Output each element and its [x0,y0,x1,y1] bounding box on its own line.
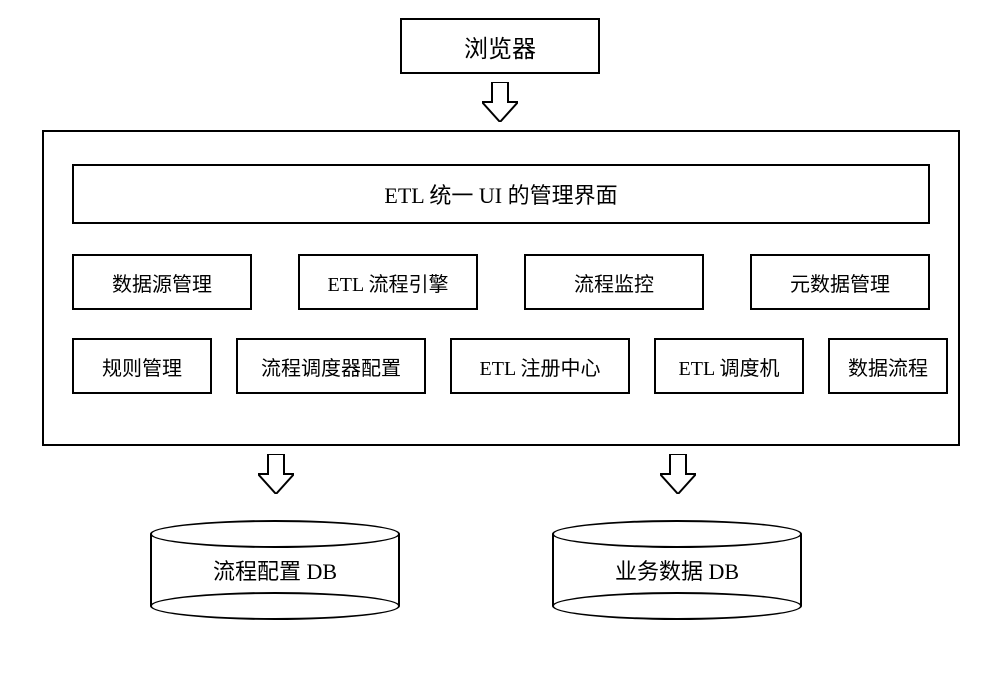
diagram-canvas: 浏览器 ETL 统一 UI 的管理界面 数据源管理 ETL 流程引擎 流程监控 … [0,0,1000,681]
node-label: 流程调度器配置 [261,352,401,381]
node-scheduler-config: 流程调度器配置 [236,338,426,394]
arrow-main-to-db-left [258,454,294,494]
node-etl-scheduler: ETL 调度机 [654,338,804,394]
node-db-right-label: 业务数据 DB [615,554,739,586]
node-label: 数据源管理 [112,268,212,297]
node-db-right: 业务数据 DB [552,520,802,620]
node-data-flow: 数据流程 [828,338,948,394]
node-label: 数据流程 [848,352,928,381]
node-browser-label: 浏览器 [464,29,536,64]
node-label: 流程监控 [574,268,654,297]
node-etl-registry: ETL 注册中心 [450,338,630,394]
node-metadata-mgmt: 元数据管理 [750,254,930,310]
node-label: 规则管理 [102,352,182,381]
arrow-browser-to-main [482,82,518,122]
node-datasource-mgmt: 数据源管理 [72,254,252,310]
node-db-left: 流程配置 DB [150,520,400,620]
node-rule-mgmt: 规则管理 [72,338,212,394]
node-label: 元数据管理 [790,268,890,297]
node-label: ETL 流程引擎 [328,268,449,297]
node-label: ETL 注册中心 [480,352,601,381]
node-label: ETL 调度机 [679,352,780,381]
node-ui-bar: ETL 统一 UI 的管理界面 [72,164,930,224]
node-browser: 浏览器 [400,18,600,74]
node-etl-flow-engine: ETL 流程引擎 [298,254,478,310]
node-ui-bar-label: ETL 统一 UI 的管理界面 [384,178,617,210]
node-db-left-label: 流程配置 DB [213,554,337,586]
arrow-main-to-db-right [660,454,696,494]
node-flow-monitor: 流程监控 [524,254,704,310]
